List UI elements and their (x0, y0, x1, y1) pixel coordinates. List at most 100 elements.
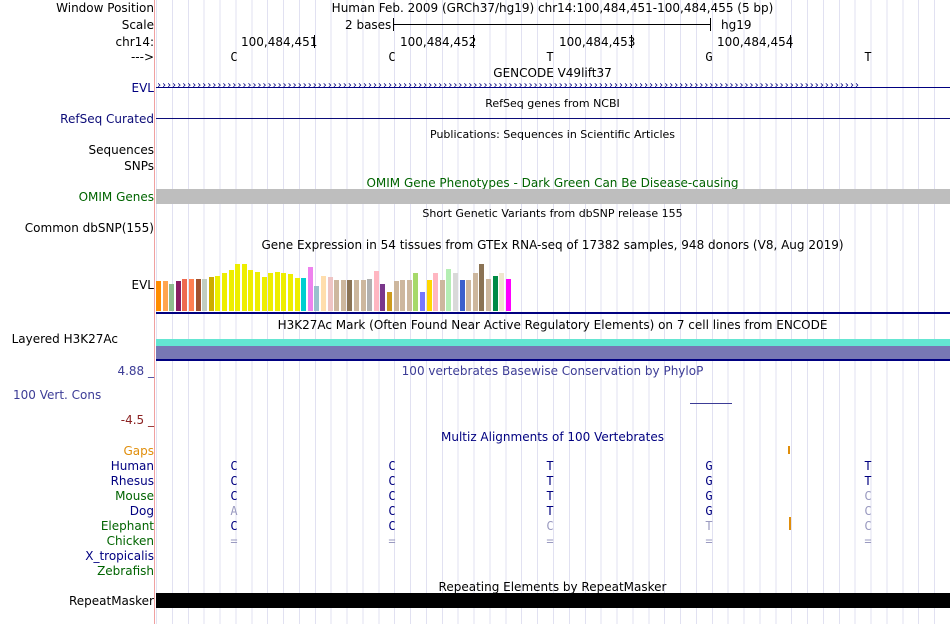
gencode-track-label[interactable]: EVL (131, 81, 154, 95)
gtex-tissue-bar[interactable] (241, 264, 247, 311)
gtex-tissue-bar[interactable] (255, 272, 260, 311)
gtex-tissue-bar[interactable] (228, 270, 234, 311)
gtex-tissue-bar[interactable] (433, 273, 439, 311)
gtex-tissue-bar[interactable] (235, 264, 241, 311)
gtex-tissue-bar[interactable] (420, 292, 425, 311)
gtex-tissue-bar[interactable] (466, 280, 472, 311)
gtex-tissue-bar[interactable] (248, 270, 254, 311)
gtex-tissue-bar[interactable] (367, 279, 373, 311)
gtex-tissue-bar[interactable] (307, 267, 313, 311)
snps-label[interactable]: SNPs (124, 159, 154, 173)
scale-label: Scale (121, 18, 154, 32)
gtex-tissue-bar[interactable] (281, 273, 287, 311)
position-tick (790, 35, 791, 48)
gtex-tissue-bar[interactable] (215, 276, 221, 311)
gtex-tissue-bar[interactable] (261, 277, 267, 311)
aligned-base: G (705, 474, 713, 488)
species-label[interactable]: Mouse (115, 489, 154, 503)
aligned-base: G (705, 489, 713, 503)
omim-phenotype-bar[interactable] (156, 189, 950, 204)
species-label[interactable]: Chicken (106, 534, 154, 548)
species-label[interactable]: Human (110, 459, 154, 473)
gtex-tissue-bar[interactable] (182, 279, 188, 311)
gtex-tissue-bar[interactable] (195, 279, 201, 311)
gtex-tissue-bar[interactable] (472, 273, 478, 311)
gtex-tissue-bar[interactable] (288, 274, 293, 311)
gtex-tissue-bar[interactable] (334, 280, 340, 311)
gtex-tissue-bar[interactable] (446, 269, 452, 311)
h3k27ac-signal-bottom[interactable] (156, 346, 950, 359)
species-label[interactable]: Zebrafish (97, 564, 154, 578)
gtex-tissue-bar[interactable] (499, 273, 505, 311)
reference-base: C (230, 50, 238, 64)
gtex-tissue-bar[interactable] (439, 280, 445, 311)
gtex-tissue-bar[interactable] (156, 281, 161, 311)
gtex-tissue-bar[interactable] (387, 292, 392, 311)
phylop-signal[interactable] (690, 403, 732, 404)
species-label[interactable]: Dog (129, 504, 154, 518)
phylop-min-label: -4.5 _ (120, 413, 154, 427)
gtex-tissue-bar[interactable] (426, 280, 432, 311)
repeatmasker-element[interactable] (156, 593, 950, 608)
h3k27ac-signal-top[interactable] (156, 339, 950, 346)
gtex-tissue-bar[interactable] (301, 278, 307, 311)
gtex-tissue-bar[interactable] (340, 280, 346, 311)
refseq-track-label[interactable]: RefSeq Curated (60, 112, 154, 126)
gtex-tissue-bar[interactable] (505, 279, 511, 311)
gtex-tissue-bar[interactable] (413, 273, 419, 311)
phylop-track-label[interactable]: 100 Vert. Cons (13, 388, 102, 402)
gtex-tissue-bar[interactable] (354, 280, 359, 311)
gtex-tissue-bar[interactable] (314, 286, 320, 311)
sequences-label[interactable]: Sequences (88, 143, 154, 157)
gtex-tissue-bar[interactable] (222, 273, 227, 311)
gtex-tissue-bar[interactable] (327, 277, 333, 311)
gtex-tissue-bar[interactable] (360, 280, 366, 311)
multiz-track-title: Multiz Alignments of 100 Vertebrates (440, 430, 665, 444)
species-label[interactable]: X_tropicalis (85, 549, 154, 563)
aligned-base: = (705, 534, 713, 548)
gtex-tissue-bar[interactable] (347, 280, 353, 311)
gtex-tissue-bar[interactable] (294, 278, 300, 311)
gtex-tissue-bar[interactable] (479, 264, 485, 311)
gtex-tissue-bar[interactable] (189, 279, 194, 311)
gtex-tissue-bar[interactable] (400, 280, 406, 311)
gap-marker (788, 446, 790, 454)
gencode-track-title: GENCODE V49lift37 (493, 66, 612, 80)
gtex-tissue-bar[interactable] (208, 277, 214, 311)
repeatmasker-track-label[interactable]: RepeatMasker (68, 594, 154, 608)
gtex-tissue-bar[interactable] (321, 276, 326, 311)
gtex-tissue-bar[interactable] (380, 284, 386, 311)
gtex-tissue-bar[interactable] (492, 276, 498, 311)
h3k27ac-track-title: H3K27Ac Mark (Often Found Near Active Re… (277, 318, 828, 332)
gtex-tissue-bar[interactable] (268, 273, 274, 311)
dbsnp-track-label[interactable]: Common dbSNP(155) (24, 221, 154, 235)
dbsnp-track-title: Short Genetic Variants from dbSNP releas… (422, 207, 683, 220)
gtex-tissue-bar[interactable] (274, 272, 280, 311)
omim-track-label[interactable]: OMIM Genes (78, 190, 154, 204)
position-label: 100,484,453 (559, 35, 636, 49)
gtex-track-label[interactable]: EVL (131, 278, 154, 292)
gaps-label[interactable]: Gaps (123, 444, 154, 458)
repeatmasker-track-title: Repeating Elements by RepeatMasker (438, 580, 667, 594)
gtex-bar-chart[interactable] (156, 252, 556, 311)
gtex-tissue-bar[interactable] (162, 281, 168, 311)
gtex-tissue-bar[interactable] (459, 280, 465, 311)
gtex-tissue-bar[interactable] (169, 284, 175, 311)
species-label[interactable]: Elephant (100, 519, 154, 533)
scale-bar-left-end (393, 18, 394, 31)
aligned-base: T (546, 504, 554, 518)
strand-label: ---> (130, 50, 154, 64)
aligned-base: T (546, 459, 554, 473)
species-label[interactable]: Rhesus (110, 474, 154, 488)
gtex-tissue-bar[interactable] (406, 280, 412, 311)
refseq-transcript[interactable] (156, 118, 950, 119)
gtex-tissue-bar[interactable] (202, 279, 208, 311)
gtex-tissue-bar[interactable] (175, 281, 181, 311)
gtex-tissue-bar[interactable] (453, 273, 458, 311)
gtex-tissue-bar[interactable] (393, 281, 399, 311)
gencode-transcript[interactable]: ››››››››››››››››››››››››››››››››››››››››… (156, 80, 950, 93)
gtex-tissue-bar[interactable] (486, 279, 491, 311)
h3k27ac-track-label[interactable]: Layered H3K27Ac (11, 332, 118, 346)
gtex-tissue-bar[interactable] (373, 271, 379, 311)
